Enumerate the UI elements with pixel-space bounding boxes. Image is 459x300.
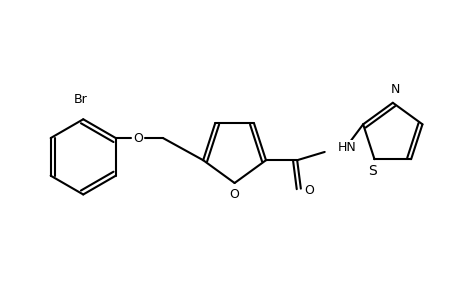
Text: Br: Br (74, 93, 88, 106)
Text: S: S (367, 164, 376, 178)
Text: N: N (390, 83, 399, 96)
Text: O: O (303, 184, 313, 197)
Text: HN: HN (337, 141, 356, 154)
Text: O: O (229, 188, 239, 201)
Text: O: O (133, 132, 142, 145)
